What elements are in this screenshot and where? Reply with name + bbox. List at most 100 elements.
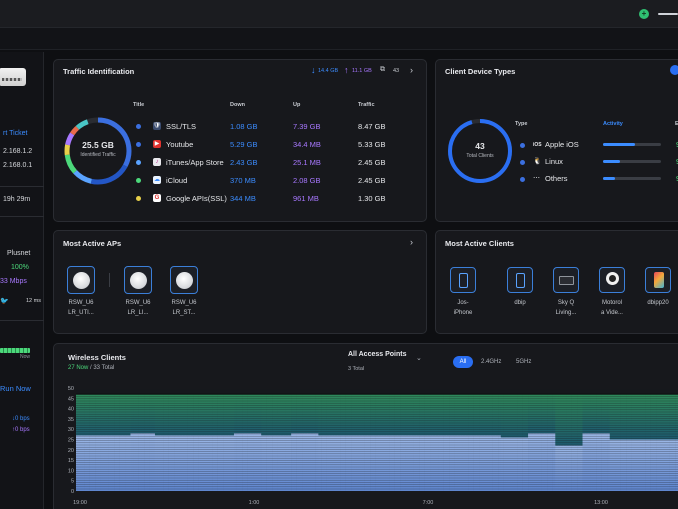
area-segment-clients bbox=[304, 433, 308, 491]
area-segment-clients bbox=[154, 435, 158, 491]
tab-all[interactable]: All bbox=[453, 356, 473, 368]
ap-filter-count: 3 Total bbox=[348, 366, 365, 372]
area-segment-total bbox=[511, 394, 515, 438]
area-segment-total bbox=[258, 394, 262, 434]
run-speedtest-button[interactable]: Run Now bbox=[0, 384, 31, 393]
area-segment-total bbox=[631, 394, 635, 440]
area-segment-total bbox=[163, 394, 167, 436]
client-tile[interactable] bbox=[450, 267, 476, 293]
area-segment-total bbox=[138, 394, 142, 434]
device-type-name[interactable]: Apple iOS bbox=[545, 140, 579, 149]
app-name[interactable]: Youtube bbox=[166, 140, 194, 149]
area-segment-total bbox=[446, 394, 450, 436]
area-segment-total bbox=[165, 394, 169, 436]
area-segment-clients bbox=[127, 435, 131, 491]
chevron-right-icon[interactable]: › bbox=[410, 65, 413, 75]
area-segment-clients bbox=[615, 439, 619, 491]
tab-2-4ghz[interactable]: 2.4GHz bbox=[481, 359, 502, 365]
area-segment-total bbox=[141, 394, 145, 434]
chevron-right-icon[interactable]: › bbox=[410, 237, 413, 247]
access-point-icon bbox=[130, 272, 147, 289]
y-tick-label: 20 bbox=[68, 448, 74, 454]
area-segment-clients bbox=[114, 435, 118, 491]
area-segment-clients bbox=[103, 435, 107, 491]
y-tick-label: 35 bbox=[68, 417, 74, 423]
device-type-name[interactable]: Linux bbox=[545, 157, 563, 166]
chevron-down-icon[interactable]: ⌄ bbox=[416, 355, 422, 362]
column-header-activity[interactable]: Activity bbox=[603, 121, 623, 127]
area-segment-total bbox=[100, 394, 104, 436]
area-segment-total bbox=[666, 394, 670, 440]
area-segment-clients bbox=[503, 437, 507, 491]
area-segment-clients bbox=[419, 435, 423, 491]
total-upload: 11.1 GB bbox=[352, 68, 372, 74]
area-segment-clients bbox=[353, 435, 357, 491]
area-segment-clients bbox=[125, 435, 129, 491]
ap-filter-dropdown[interactable]: All Access Points bbox=[348, 351, 407, 358]
area-segment-clients bbox=[587, 433, 591, 491]
tab-5ghz[interactable]: 5GHz bbox=[516, 359, 532, 365]
column-header-title: Title bbox=[133, 102, 145, 108]
area-segment-clients bbox=[378, 435, 382, 491]
area-segment-total bbox=[184, 394, 188, 436]
area-segment-total bbox=[601, 394, 605, 434]
area-segment-clients bbox=[108, 435, 112, 491]
area-segment-clients bbox=[424, 435, 428, 491]
area-segment-clients bbox=[179, 435, 183, 491]
area-segment-clients bbox=[623, 439, 627, 491]
camera-lens bbox=[609, 275, 616, 282]
area-segment-total bbox=[416, 394, 420, 436]
app-name[interactable]: iTunes/App Store bbox=[166, 158, 224, 167]
area-segment-clients bbox=[636, 439, 641, 491]
device-type-name[interactable]: Others bbox=[545, 174, 568, 183]
ap-tile[interactable] bbox=[124, 266, 152, 294]
area-segment-total bbox=[125, 394, 129, 436]
app-upload: 25.1 MB bbox=[293, 158, 321, 167]
app-name[interactable]: SSL/TLS bbox=[166, 122, 197, 131]
ap-tile[interactable] bbox=[67, 266, 95, 294]
area-segment-total bbox=[408, 394, 412, 436]
app-name[interactable]: iCloud bbox=[166, 176, 188, 185]
ap-tile[interactable] bbox=[170, 266, 198, 294]
area-segment-total bbox=[280, 394, 284, 436]
area-segment-total bbox=[274, 394, 278, 436]
area-segment-total bbox=[503, 394, 507, 438]
area-segment-total bbox=[171, 394, 175, 436]
area-segment-clients bbox=[465, 435, 469, 491]
device-type-count: 9 bbox=[676, 140, 678, 149]
area-segment-total bbox=[331, 394, 336, 436]
area-segment-total bbox=[593, 394, 597, 434]
area-segment-total bbox=[133, 394, 137, 434]
area-segment-total bbox=[571, 394, 575, 446]
panel-title: Most Active Clients bbox=[445, 239, 514, 248]
client-tile[interactable] bbox=[599, 267, 625, 293]
area-segment-total bbox=[263, 394, 267, 436]
app-download: 1.08 GB bbox=[230, 122, 258, 131]
gateway-sidebar: rt Ticket 2.168.1.2 2.168.0.1 19h 29m Pl… bbox=[0, 52, 44, 509]
area-segment-total bbox=[296, 394, 300, 434]
menu-icon[interactable] bbox=[658, 13, 678, 15]
area-segment-clients bbox=[201, 435, 205, 491]
client-tile[interactable] bbox=[553, 267, 579, 293]
support-ticket-link[interactable]: rt Ticket bbox=[3, 130, 28, 137]
area-segment-clients bbox=[187, 435, 191, 491]
area-segment-total bbox=[193, 394, 197, 436]
plus-circle-icon[interactable]: + bbox=[639, 9, 649, 19]
client-tile[interactable] bbox=[645, 267, 671, 293]
devices-icon: ⧉ bbox=[380, 66, 385, 73]
area-segment-total bbox=[495, 394, 499, 436]
expand-button[interactable] bbox=[670, 65, 678, 75]
area-segment-clients bbox=[184, 435, 188, 491]
area-segment-total bbox=[78, 394, 82, 436]
area-segment-clients bbox=[165, 435, 169, 491]
area-segment-clients bbox=[666, 439, 670, 491]
area-segment-clients bbox=[468, 435, 472, 491]
area-segment-clients bbox=[182, 435, 186, 491]
area-segment-clients bbox=[135, 433, 139, 491]
area-segment-clients bbox=[391, 435, 395, 491]
client-tile[interactable] bbox=[507, 267, 533, 293]
area-segment-total bbox=[500, 394, 504, 438]
client-count: 27 Now / 33 Total bbox=[68, 365, 115, 371]
app-name[interactable]: Google APIs(SSL) bbox=[166, 194, 227, 203]
area-segment-clients bbox=[435, 435, 439, 491]
